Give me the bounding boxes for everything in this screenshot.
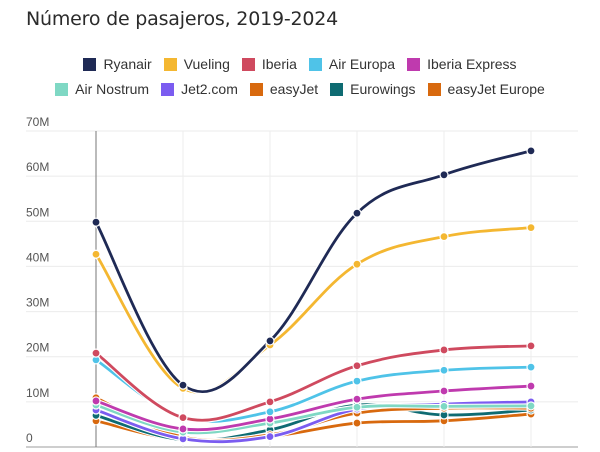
legend-label: Jet2.com bbox=[181, 81, 238, 97]
legend-label: Ryanair bbox=[103, 56, 152, 72]
data-point bbox=[352, 361, 362, 371]
data-point bbox=[352, 208, 362, 218]
y-tick-label: 70M bbox=[26, 115, 49, 129]
legend-label: Air Europa bbox=[328, 56, 396, 72]
chart-title: Número de pasajeros, 2019-2024 bbox=[26, 8, 339, 30]
legend-item[interactable]: easyJet bbox=[249, 81, 319, 97]
legend-label: Eurowings bbox=[350, 81, 416, 97]
legend-label: Iberia bbox=[261, 56, 297, 72]
data-point bbox=[178, 380, 188, 390]
series-line-halo bbox=[93, 148, 532, 395]
legend-item[interactable]: Vueling bbox=[163, 56, 230, 72]
legend-item[interactable]: Eurowings bbox=[330, 81, 416, 97]
y-tick-label: 30M bbox=[26, 296, 49, 310]
data-point bbox=[91, 249, 101, 259]
data-point bbox=[91, 396, 101, 406]
data-point bbox=[352, 376, 362, 386]
data-point bbox=[265, 336, 275, 346]
data-point bbox=[526, 146, 536, 156]
data-point bbox=[439, 401, 449, 411]
legend-item[interactable]: Iberia bbox=[241, 56, 297, 72]
legend-swatch bbox=[83, 58, 97, 71]
data-point bbox=[352, 402, 362, 412]
series-line-jet2-com bbox=[94, 400, 533, 444]
data-point bbox=[439, 170, 449, 180]
legend-label: Iberia Express bbox=[427, 56, 517, 72]
legend-item[interactable]: easyJet Europe bbox=[427, 81, 545, 97]
legend-swatch bbox=[249, 83, 263, 96]
legend-swatch bbox=[55, 83, 69, 96]
data-point bbox=[526, 341, 536, 351]
data-point bbox=[265, 432, 275, 442]
series-line-air-nostrum bbox=[94, 403, 533, 435]
legend-swatch bbox=[407, 58, 421, 71]
data-point bbox=[439, 386, 449, 396]
data-point bbox=[91, 348, 101, 358]
y-tick-label: 10M bbox=[26, 386, 49, 400]
y-tick-label: 0 bbox=[26, 431, 33, 445]
legend-label: easyJet bbox=[269, 81, 319, 97]
data-point bbox=[526, 381, 536, 391]
legend-item[interactable]: Air Europa bbox=[308, 56, 396, 72]
data-point bbox=[178, 413, 188, 423]
data-point bbox=[526, 223, 536, 233]
data-point bbox=[352, 259, 362, 269]
data-point bbox=[352, 394, 362, 404]
data-point bbox=[265, 397, 275, 407]
series-line-iberia-express bbox=[94, 384, 533, 432]
data-point bbox=[352, 418, 362, 428]
y-axis-tick-labels: 0 10M 20M 30M 40M 50M 60M 70M bbox=[26, 115, 49, 445]
legend-swatch bbox=[161, 83, 175, 96]
legend-item[interactable]: Iberia Express bbox=[407, 56, 517, 72]
series-points bbox=[91, 146, 536, 445]
data-point bbox=[439, 232, 449, 242]
legend-label: Air Nostrum bbox=[75, 81, 150, 97]
legend-swatch bbox=[308, 58, 322, 71]
data-point bbox=[178, 424, 188, 434]
y-tick-label: 60M bbox=[26, 160, 49, 174]
data-point bbox=[91, 217, 101, 227]
legend-label: Vueling bbox=[183, 56, 230, 72]
y-tick-label: 50M bbox=[26, 205, 49, 219]
data-point bbox=[265, 407, 275, 417]
series-lines bbox=[93, 148, 533, 445]
data-point bbox=[526, 362, 536, 372]
legend-item[interactable]: Jet2.com bbox=[161, 81, 238, 97]
y-tick-label: 40M bbox=[26, 250, 49, 264]
legend-swatch bbox=[241, 58, 255, 71]
data-point bbox=[526, 401, 536, 411]
data-point bbox=[439, 345, 449, 355]
legend-swatch bbox=[427, 83, 441, 96]
legend-swatch bbox=[163, 58, 177, 71]
series-line-iberia bbox=[94, 344, 533, 422]
legend-row-1: Ryanair Vueling Iberia Air Europa Iberia Exp… bbox=[0, 56, 600, 72]
legend-label: easyJet Europe bbox=[447, 81, 545, 97]
legend-item[interactable]: Air Nostrum bbox=[55, 81, 149, 97]
legend-row-2: Air Nostrum Jet2.com easyJet Eurowings easyJ… bbox=[0, 81, 600, 97]
legend-swatch bbox=[330, 83, 344, 96]
data-point bbox=[439, 365, 449, 375]
y-tick-label: 20M bbox=[26, 341, 49, 355]
legend-item[interactable]: Ryanair bbox=[83, 56, 152, 72]
